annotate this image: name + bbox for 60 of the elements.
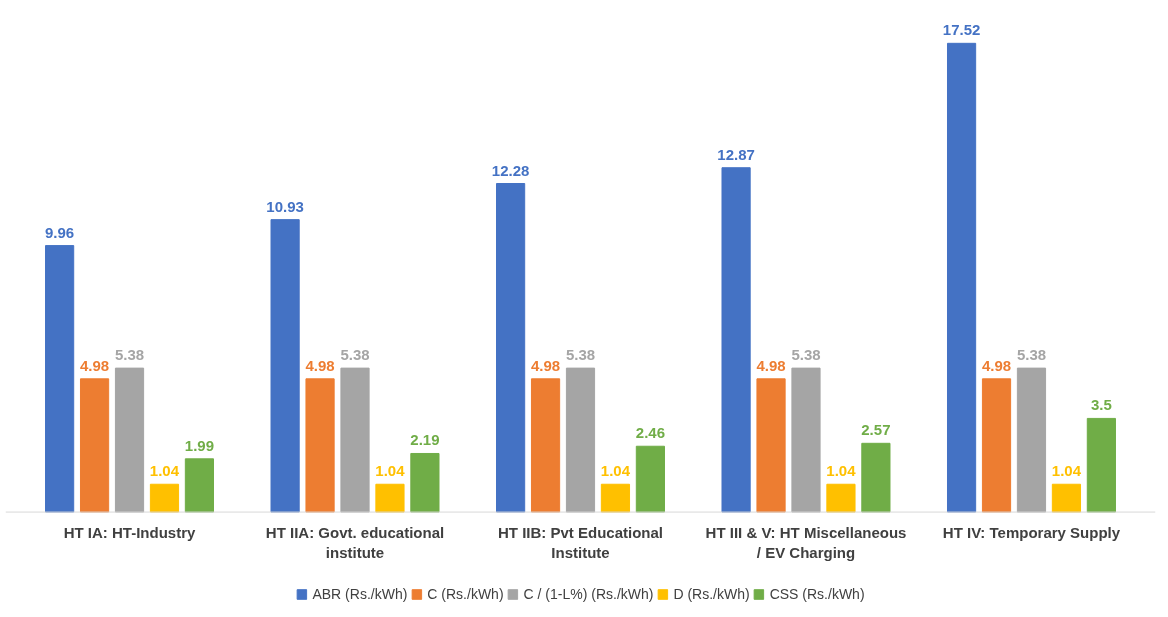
bar [756, 378, 786, 513]
bar [305, 378, 335, 513]
data-label: 3.5 [1090, 396, 1112, 414]
bar [530, 378, 561, 513]
bar [340, 367, 370, 513]
data-label: 4.98 [305, 356, 335, 374]
data-label: 10.93 [266, 197, 304, 215]
legend-label: ABR (Rs./kWh) [312, 586, 408, 602]
data-label: 5.38 [340, 346, 370, 364]
data-label: 12.87 [717, 145, 755, 163]
x-tick-label: HT IIA: Govt. educational institute [265, 524, 445, 562]
data-label: 1.04 [1051, 462, 1082, 480]
x-tick-label: HT IIB: Pvt Educational Institute [497, 524, 664, 562]
bar [721, 167, 751, 513]
legend-label: CSS (Rs./kWh) [769, 586, 865, 602]
data-label: 2.19 [410, 431, 440, 449]
data-label: 9.96 [45, 223, 75, 241]
data-label: 1.99 [184, 436, 215, 454]
bar [826, 483, 856, 513]
bar [496, 183, 526, 513]
bar [375, 483, 405, 513]
bar [1051, 483, 1082, 513]
bar [861, 442, 891, 513]
bar [635, 445, 665, 513]
data-label: 1.04 [600, 462, 631, 480]
data-label: 5.38 [565, 346, 596, 364]
data-label: 5.38 [114, 346, 145, 364]
data-label: 5.38 [791, 346, 821, 364]
data-label: 5.38 [1016, 346, 1047, 364]
bar [114, 367, 145, 513]
x-tick-label: HT IA: HT-Industry [63, 524, 197, 542]
data-label: 17.52 [942, 21, 981, 39]
bar [791, 367, 821, 513]
x-tick-label: HT IV: Temporary Supply [942, 524, 1121, 542]
data-label: 1.04 [149, 462, 180, 480]
data-label: 1.04 [375, 462, 406, 480]
bar [981, 378, 1012, 513]
data-label: 4.98 [756, 356, 786, 374]
bar [600, 483, 631, 513]
legend-label: D (Rs./kWh) [673, 586, 750, 602]
data-label: 1.04 [826, 462, 857, 480]
bar [270, 219, 300, 513]
data-label: 2.57 [861, 421, 891, 439]
bar [410, 452, 440, 513]
data-label: 12.28 [491, 161, 530, 179]
bar [946, 42, 977, 513]
bar [149, 483, 180, 513]
bar [565, 367, 596, 513]
data-label: 4.98 [530, 356, 561, 374]
legend-label: C (Rs./kWh) [427, 586, 504, 602]
legend-label: C / (1-L%) (Rs./kWh) [523, 586, 654, 602]
data-label: 2.46 [635, 424, 666, 442]
data-label: 4.98 [981, 356, 1012, 374]
bar [45, 245, 75, 513]
bar [1016, 367, 1047, 513]
data-label: 4.98 [79, 356, 110, 374]
bar [79, 378, 110, 513]
bar [184, 458, 215, 513]
bar [1086, 417, 1116, 513]
x-tick-label: HT III & V: HT Miscellaneous / EV Charging [705, 524, 907, 562]
